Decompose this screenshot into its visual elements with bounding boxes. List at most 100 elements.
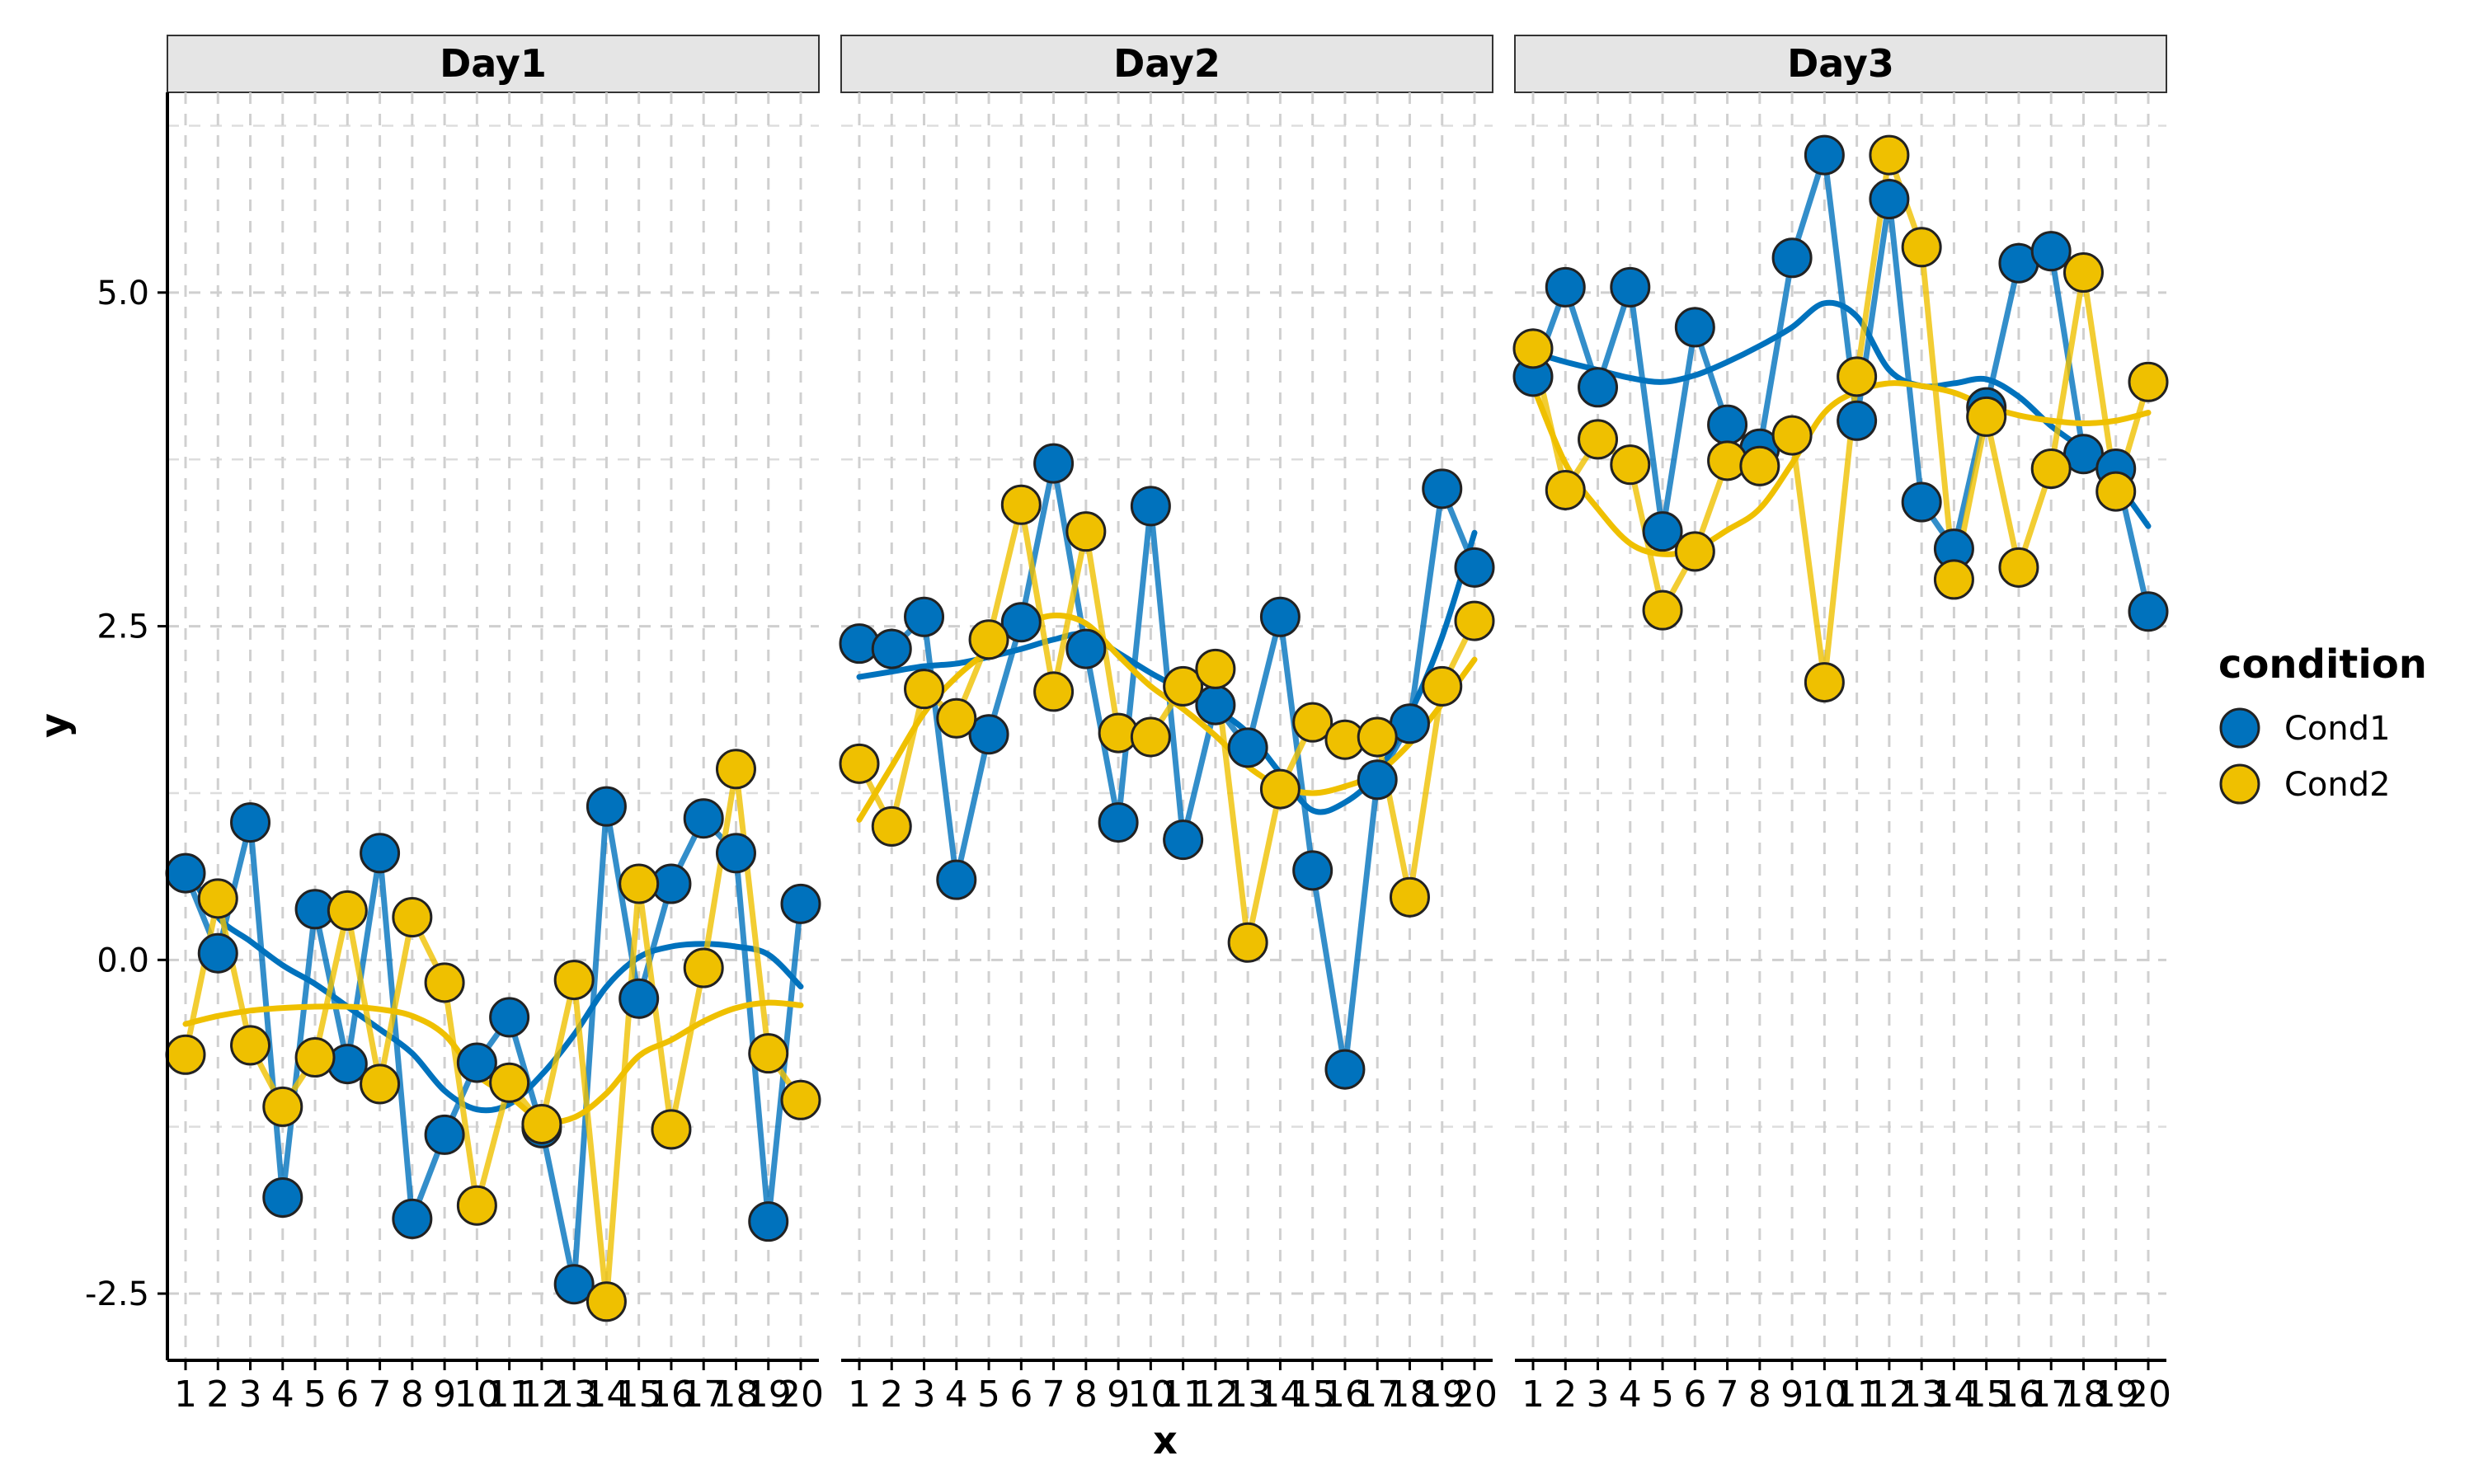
data-point-cond2 — [748, 1033, 789, 1074]
x-tick-label: 14 — [1257, 1374, 1303, 1416]
data-point-cond2 — [1739, 445, 1780, 486]
data-point-cond2 — [2128, 361, 2169, 402]
data-point-cond1 — [715, 833, 756, 874]
x-tick-label: 11 — [1160, 1374, 1206, 1416]
data-point-cond2 — [1869, 134, 1910, 176]
data-point-cond2 — [1610, 444, 1651, 486]
x-tick-label: 14 — [1931, 1374, 1977, 1416]
x-tick-label: 9 — [1780, 1374, 1804, 1416]
x-tick-label: 11 — [1834, 1374, 1880, 1416]
data-point-cond2 — [2095, 471, 2137, 512]
x-tick-label: 1 — [848, 1374, 871, 1416]
data-point-cond1 — [904, 596, 945, 637]
legend-item-cond2: Cond2 — [2219, 763, 2391, 805]
x-tick-label: 4 — [271, 1374, 294, 1416]
data-point-cond2 — [1901, 227, 1942, 268]
data-point-cond2 — [1357, 716, 1398, 758]
data-point-cond1 — [1163, 819, 1204, 861]
x-tick-label: 8 — [1748, 1374, 1771, 1416]
data-point-cond2 — [651, 1109, 692, 1150]
data-point-cond1 — [1901, 481, 1942, 523]
data-point-cond2 — [1674, 531, 1715, 572]
data-point-cond2 — [1130, 716, 1171, 758]
facet-strip-label: Day2 — [1113, 41, 1221, 86]
data-point-cond2 — [1966, 396, 2007, 437]
data-point-cond1 — [1324, 1049, 1366, 1090]
data-point-cond2 — [197, 878, 238, 919]
legend-title: condition — [2218, 641, 2427, 688]
data-point-cond1 — [230, 802, 271, 843]
data-point-cond1 — [1227, 727, 1268, 768]
x-tick-label: 19 — [2093, 1374, 2139, 1416]
data-point-cond1 — [1065, 628, 1107, 669]
data-point-cond1 — [1610, 266, 1651, 308]
facet-strip — [1514, 35, 2167, 93]
x-tick-label: 16 — [1322, 1374, 1368, 1416]
x-tick-label: 12 — [1192, 1374, 1239, 1416]
smooth-line-cond1 — [182, 863, 804, 1114]
x-tick-label: 2 — [880, 1374, 903, 1416]
x-tick-label: 14 — [583, 1374, 629, 1416]
data-point-cond2 — [1578, 419, 1619, 460]
data-point-cond1 — [360, 833, 401, 874]
data-point-cond1 — [1707, 404, 1748, 445]
x-tick-label: 19 — [745, 1374, 792, 1416]
data-point-cond1 — [586, 786, 627, 827]
data-point-cond1 — [2030, 231, 2072, 272]
x-tick-label: 7 — [1042, 1374, 1065, 1416]
data-point-cond2 — [230, 1025, 271, 1066]
data-point-cond1 — [683, 798, 724, 839]
x-tick-label: 8 — [1075, 1374, 1098, 1416]
data-point-cond2 — [936, 697, 977, 739]
data-point-cond1 — [780, 883, 821, 924]
legend-key — [2219, 707, 2260, 749]
grid-lines — [167, 92, 819, 1360]
data-point-cond1 — [1804, 134, 1845, 176]
data-point-cond1 — [1000, 602, 1042, 643]
x-tick-label: 10 — [1127, 1374, 1174, 1416]
x-tick-label: 18 — [713, 1374, 759, 1416]
x-tick-label: 10 — [454, 1374, 500, 1416]
x-tick-label: 6 — [336, 1374, 359, 1416]
smooth-line-cond2 — [1530, 380, 2152, 557]
x-tick-label: 9 — [1107, 1374, 1130, 1416]
x-tick-label: 2 — [1554, 1374, 1577, 1416]
y-tick-label: 2.5 — [96, 608, 149, 646]
data-point-cond1 — [1292, 850, 1333, 891]
facet-strip-label: Day1 — [440, 41, 547, 86]
x-tick-label: 18 — [1386, 1374, 1432, 1416]
x-tick-label: 15 — [1964, 1374, 2010, 1416]
legend-items: Cond1 Cond2 — [2219, 707, 2391, 805]
y-axis-title: y — [32, 713, 77, 738]
data-point-cond2 — [1389, 876, 1430, 918]
data-point-cond2 — [456, 1185, 497, 1226]
x-axis-title: x — [1153, 1418, 1178, 1463]
data-point-cond2 — [1804, 662, 1845, 703]
x-tick-label: 4 — [945, 1374, 968, 1416]
data-point-cond1 — [1545, 266, 1586, 308]
x-tick-label: 4 — [1619, 1374, 1642, 1416]
x-tick-label: 5 — [303, 1374, 327, 1416]
x-tick-label: 15 — [1290, 1374, 1336, 1416]
facet-strip — [167, 35, 820, 93]
data-point-cond1 — [1869, 179, 1910, 220]
data-point-cond2 — [586, 1281, 627, 1322]
x-tick-label: 13 — [1225, 1374, 1271, 1416]
data-point-cond2 — [1227, 922, 1268, 963]
data-point-cond1 — [424, 1114, 465, 1155]
data-point-cond2 — [1642, 589, 1683, 631]
y-tick-label: -2.5 — [85, 1275, 149, 1313]
data-point-cond2 — [618, 863, 660, 904]
data-point-cond2 — [1454, 600, 1495, 641]
data-point-cond2 — [521, 1103, 562, 1144]
data-point-cond1 — [165, 852, 206, 894]
data-point-cond1 — [618, 978, 660, 1019]
data-point-cond2 — [2030, 448, 2072, 490]
data-point-cond2 — [1065, 511, 1107, 552]
x-tick-label: 8 — [401, 1374, 424, 1416]
x-tick-label: 5 — [1651, 1374, 1674, 1416]
facet-strip-label: Day3 — [1787, 41, 1894, 86]
